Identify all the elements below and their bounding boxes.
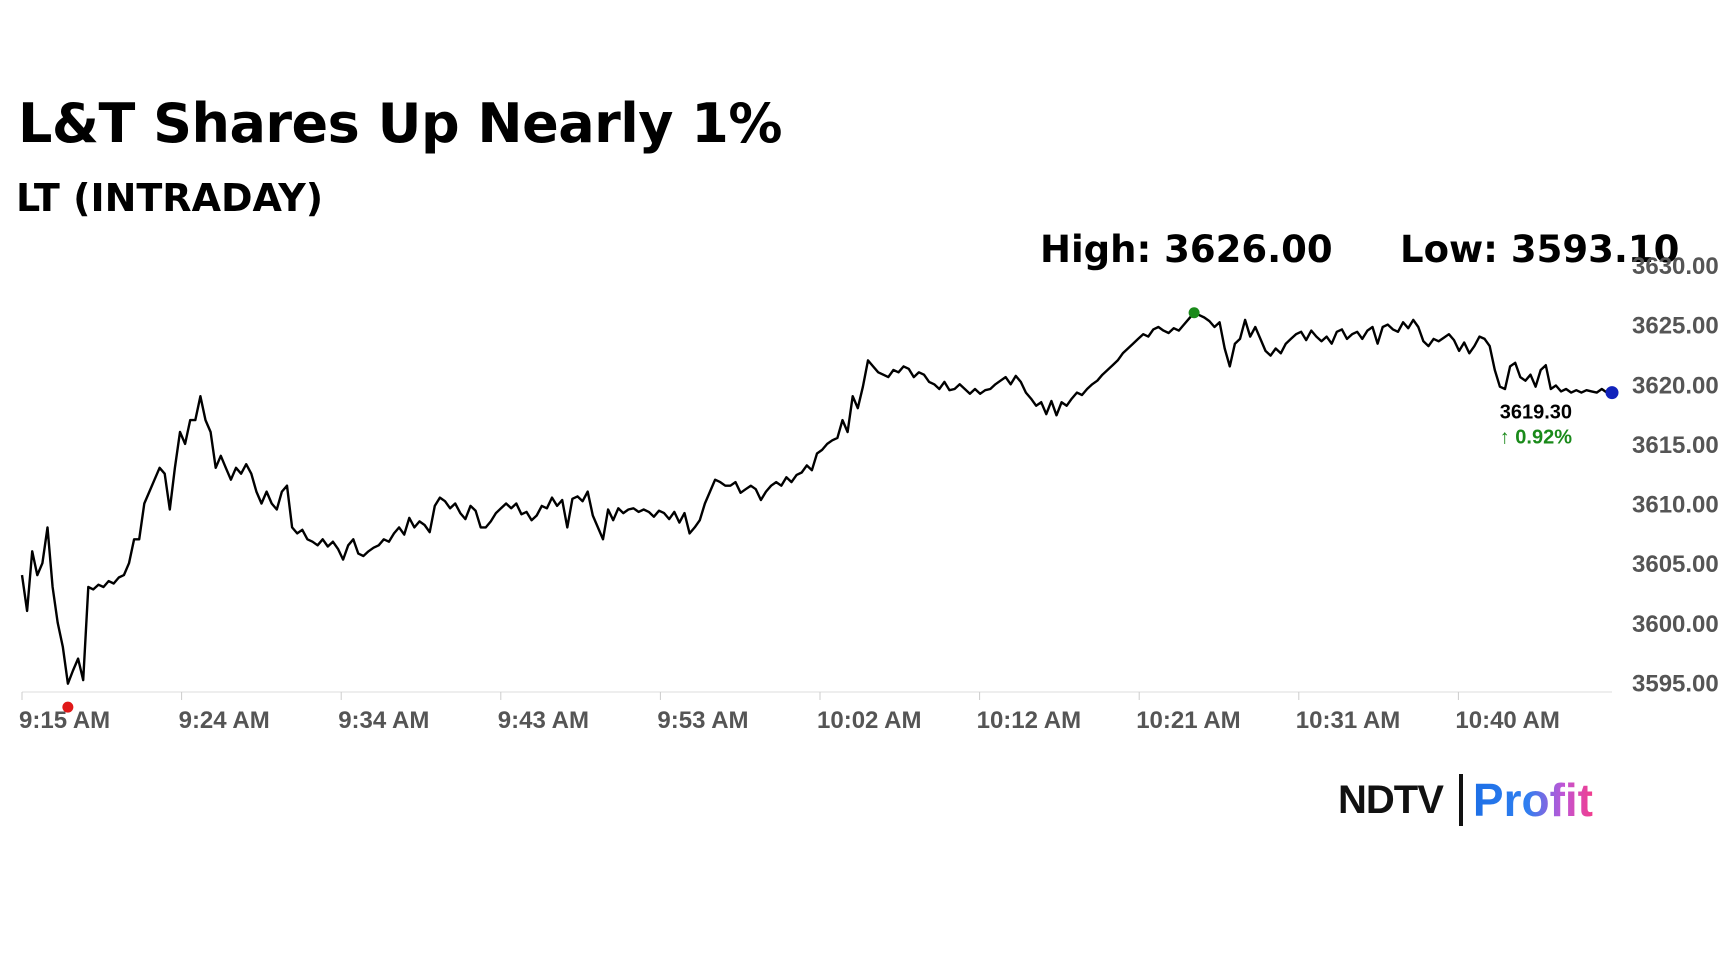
x-tick-label: 9:53 AM: [657, 707, 748, 734]
x-tick-label: 9:34 AM: [338, 707, 429, 734]
axes: 3595.00 3600.00 3605.00 3610.00 3615.00 3620.…: [19, 253, 1719, 734]
last-price-label: 3619.30: [1500, 402, 1572, 424]
high-label: High: 3626.00: [1040, 228, 1333, 271]
y-tick-label: 3630.00: [1632, 253, 1719, 280]
markers: 3619.30 ↑ 0.92%: [62, 307, 1619, 713]
y-tick-label: 3620.00: [1632, 372, 1719, 399]
logo-ndtv: NDTV: [1338, 777, 1444, 822]
chart-subtitle: LT (INTRADAY): [16, 176, 324, 220]
x-tick-label: 9:43 AM: [498, 707, 589, 734]
y-tick-label: 3595.00: [1632, 670, 1719, 697]
low-label: Low: 3593.10: [1400, 228, 1680, 271]
high-marker: [1188, 307, 1200, 319]
x-tick-label: 10:31 AM: [1296, 707, 1400, 734]
x-tick-label: 10:40 AM: [1455, 707, 1559, 734]
x-tick-label: 10:02 AM: [817, 707, 921, 734]
y-tick-label: 3625.00: [1632, 313, 1719, 340]
ndtv-profit-logo: NDTV Profit: [1338, 770, 1593, 830]
y-tick-label: 3610.00: [1632, 492, 1719, 519]
logo-separator: [1458, 774, 1463, 826]
logo-profit: Profit: [1472, 774, 1593, 826]
chart-title: L&T Shares Up Nearly 1%: [18, 92, 783, 155]
x-tick-label: 10:21 AM: [1136, 707, 1240, 734]
last-price-marker: [1605, 386, 1619, 400]
y-tick-label: 3605.00: [1632, 551, 1719, 578]
change-percent-label: ↑ 0.92%: [1500, 427, 1572, 449]
x-tick-label: 10:12 AM: [977, 707, 1081, 734]
price-line: [20, 311, 1612, 685]
low-marker: [62, 701, 74, 713]
y-tick-label: 3615.00: [1632, 432, 1719, 459]
series: [20, 311, 1612, 685]
y-tick-label: 3600.00: [1632, 611, 1719, 638]
x-tick-label: 9:24 AM: [179, 707, 270, 734]
